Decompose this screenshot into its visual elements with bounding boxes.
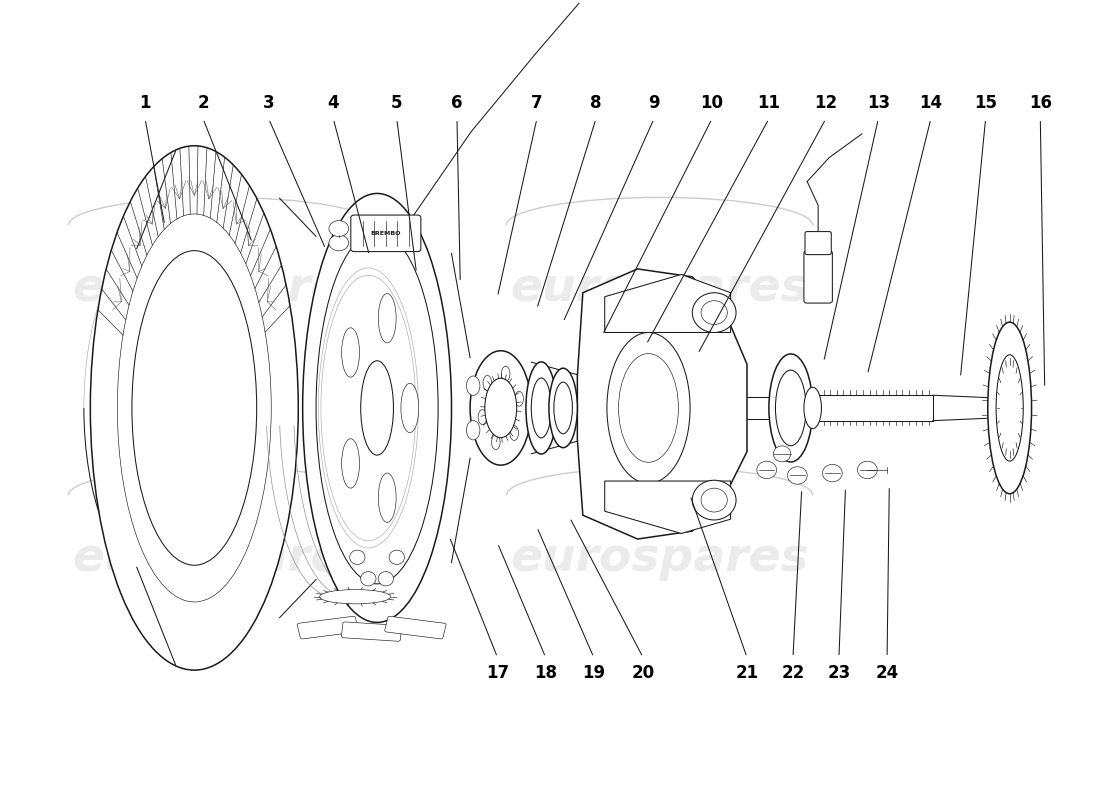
Text: 2: 2 bbox=[197, 94, 209, 113]
Ellipse shape bbox=[531, 378, 551, 438]
Ellipse shape bbox=[466, 421, 480, 440]
Ellipse shape bbox=[554, 382, 572, 434]
Ellipse shape bbox=[769, 354, 813, 462]
Text: 24: 24 bbox=[876, 664, 899, 682]
FancyBboxPatch shape bbox=[297, 616, 359, 639]
Ellipse shape bbox=[823, 464, 843, 482]
Ellipse shape bbox=[132, 250, 256, 566]
Text: 10: 10 bbox=[701, 94, 724, 113]
Ellipse shape bbox=[997, 354, 1023, 461]
Ellipse shape bbox=[485, 378, 517, 438]
Ellipse shape bbox=[478, 410, 486, 425]
Ellipse shape bbox=[342, 328, 360, 377]
Ellipse shape bbox=[483, 375, 492, 390]
Ellipse shape bbox=[470, 350, 531, 465]
Text: 13: 13 bbox=[867, 94, 890, 113]
Ellipse shape bbox=[350, 550, 365, 565]
Ellipse shape bbox=[378, 571, 394, 586]
Ellipse shape bbox=[776, 370, 806, 446]
Ellipse shape bbox=[329, 235, 349, 251]
Text: eurospares: eurospares bbox=[73, 266, 371, 311]
Ellipse shape bbox=[329, 221, 349, 237]
FancyBboxPatch shape bbox=[805, 231, 832, 254]
Ellipse shape bbox=[804, 387, 822, 429]
Ellipse shape bbox=[510, 426, 518, 441]
Text: 9: 9 bbox=[648, 94, 660, 113]
Ellipse shape bbox=[502, 366, 510, 381]
Text: 17: 17 bbox=[486, 664, 509, 682]
Text: 5: 5 bbox=[390, 94, 403, 113]
Ellipse shape bbox=[378, 473, 396, 522]
Text: 16: 16 bbox=[1028, 94, 1052, 113]
Text: 11: 11 bbox=[758, 94, 780, 113]
Text: 1: 1 bbox=[140, 94, 151, 113]
Text: BREMBO: BREMBO bbox=[371, 231, 402, 236]
Text: 15: 15 bbox=[975, 94, 997, 113]
Text: 21: 21 bbox=[736, 664, 759, 682]
Polygon shape bbox=[605, 274, 730, 333]
Ellipse shape bbox=[515, 391, 524, 406]
Ellipse shape bbox=[492, 434, 500, 450]
FancyBboxPatch shape bbox=[385, 616, 447, 639]
Ellipse shape bbox=[389, 550, 405, 565]
Ellipse shape bbox=[316, 232, 438, 584]
Ellipse shape bbox=[320, 590, 390, 604]
Ellipse shape bbox=[701, 488, 727, 512]
Ellipse shape bbox=[361, 361, 394, 455]
Text: 7: 7 bbox=[531, 94, 542, 113]
Ellipse shape bbox=[858, 461, 877, 478]
Text: 18: 18 bbox=[535, 664, 557, 682]
Text: 4: 4 bbox=[328, 94, 339, 113]
Polygon shape bbox=[605, 481, 730, 534]
Ellipse shape bbox=[90, 146, 298, 670]
Text: 22: 22 bbox=[781, 664, 804, 682]
Text: 23: 23 bbox=[827, 664, 850, 682]
Ellipse shape bbox=[788, 466, 807, 484]
Text: 12: 12 bbox=[814, 94, 837, 113]
Text: 20: 20 bbox=[631, 664, 654, 682]
Ellipse shape bbox=[526, 362, 557, 454]
Ellipse shape bbox=[607, 333, 690, 483]
Text: 19: 19 bbox=[582, 664, 605, 682]
Polygon shape bbox=[578, 269, 747, 539]
Text: 14: 14 bbox=[920, 94, 943, 113]
FancyBboxPatch shape bbox=[341, 622, 402, 642]
FancyBboxPatch shape bbox=[351, 215, 421, 251]
Text: 6: 6 bbox=[451, 94, 463, 113]
Ellipse shape bbox=[692, 293, 736, 333]
Ellipse shape bbox=[118, 214, 272, 602]
Ellipse shape bbox=[757, 461, 777, 478]
Text: eurospares: eurospares bbox=[73, 536, 371, 582]
Text: eurospares: eurospares bbox=[510, 536, 808, 582]
Ellipse shape bbox=[701, 301, 727, 325]
Ellipse shape bbox=[549, 368, 578, 448]
Text: 3: 3 bbox=[263, 94, 275, 113]
Ellipse shape bbox=[302, 194, 451, 622]
Ellipse shape bbox=[618, 354, 679, 462]
Ellipse shape bbox=[342, 438, 360, 488]
Ellipse shape bbox=[988, 322, 1032, 494]
Ellipse shape bbox=[361, 571, 376, 586]
Ellipse shape bbox=[773, 446, 791, 462]
Ellipse shape bbox=[400, 383, 419, 433]
Text: 8: 8 bbox=[591, 94, 602, 113]
Ellipse shape bbox=[692, 480, 736, 520]
FancyBboxPatch shape bbox=[804, 250, 833, 303]
Ellipse shape bbox=[466, 376, 480, 395]
Ellipse shape bbox=[378, 294, 396, 343]
Text: eurospares: eurospares bbox=[510, 266, 808, 311]
